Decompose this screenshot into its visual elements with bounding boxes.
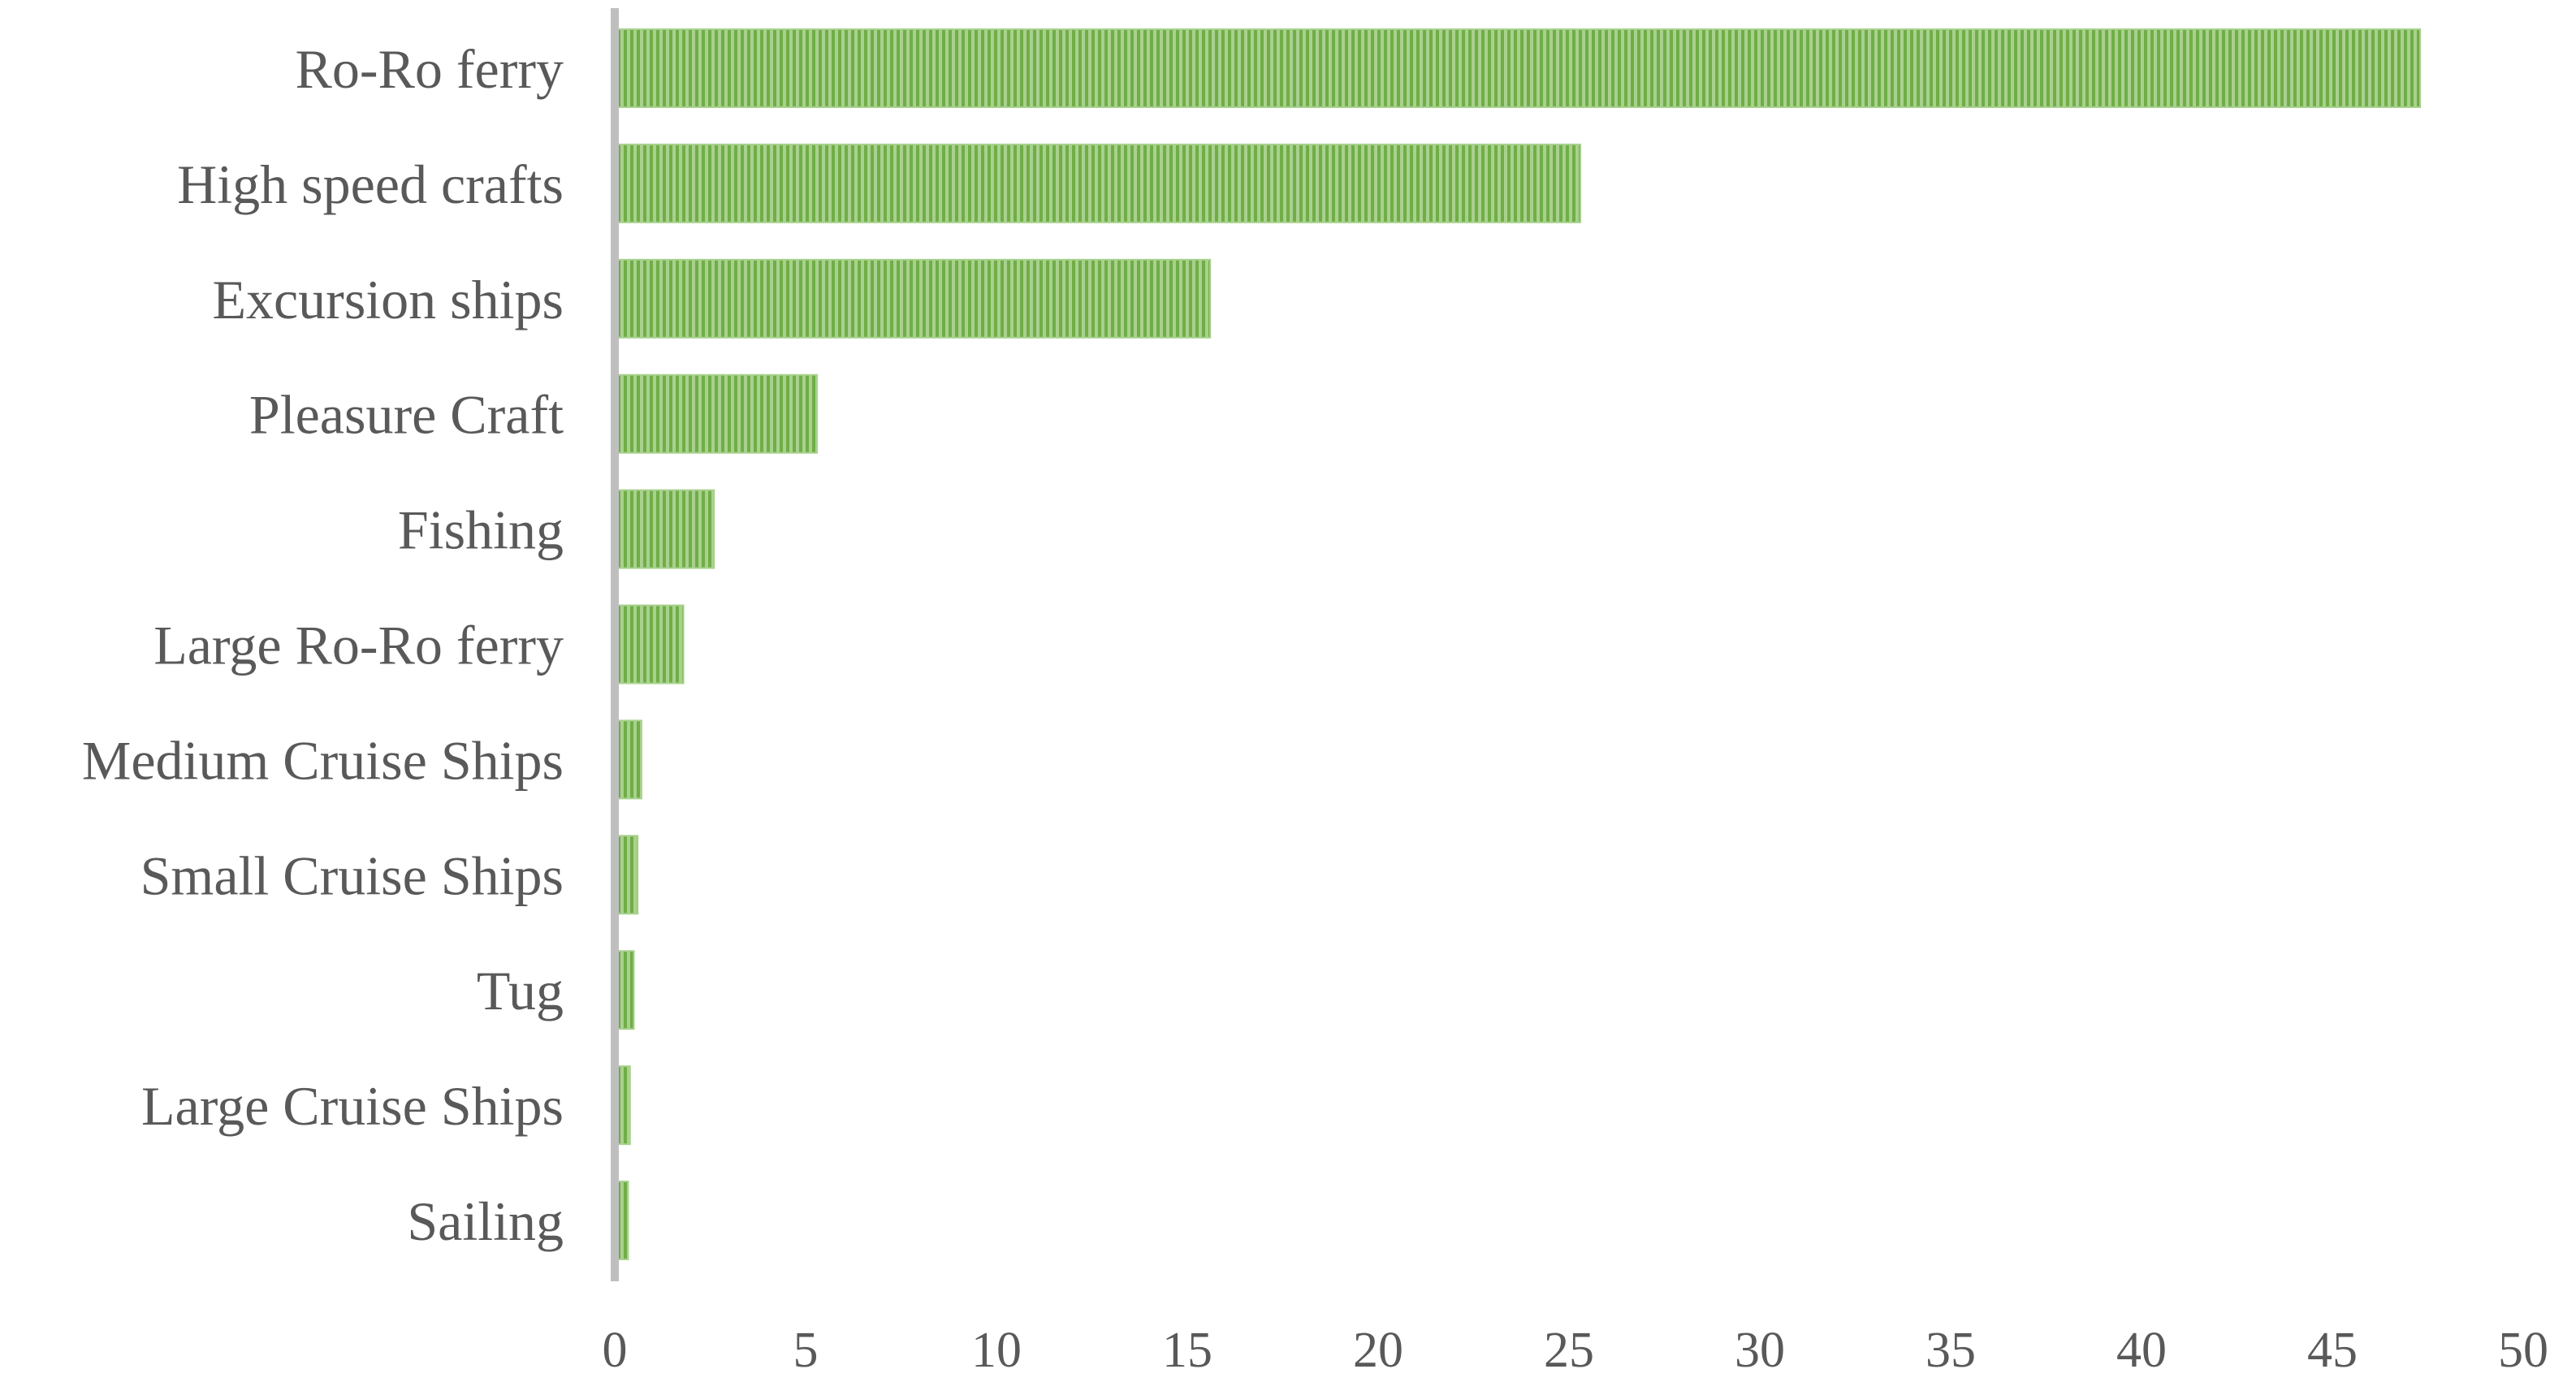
bar-ro-ro-ferry [614,28,2422,108]
category-label: Pleasure Craft [249,384,564,446]
x-tick-label: 5 [793,1323,819,1378]
category-label: High speed crafts [177,153,564,215]
x-tick-label: 25 [1544,1323,1594,1378]
category-label: Large Cruise Ships [141,1075,564,1137]
category-label: Fishing [398,499,564,561]
category-label: Tug [477,960,564,1021]
x-tick-label: 20 [1353,1323,1403,1378]
bar-pleasure-craft [614,374,819,454]
x-tick-label: 15 [1162,1323,1212,1378]
x-tick-label: 10 [971,1323,1022,1378]
x-tick-label: 50 [2498,1323,2548,1378]
bar-fishing [614,489,715,569]
category-label: Small Cruise Ships [140,844,564,906]
bar-high-speed-crafts [614,143,1582,223]
category-label: Ro-Ro ferry [296,38,564,100]
bar-large-ro-ro-ferry [614,604,685,685]
x-tick-label: 40 [2116,1323,2167,1378]
category-labels-group: Ro-Ro ferry High speed crafts Excursion sh… [82,38,564,1252]
category-label: Excursion ships [212,269,564,330]
x-tick-labels-group: 0 5 10 15 20 25 30 35 40 45 50 [603,1323,2549,1378]
category-label: Medium Cruise Ships [82,729,564,791]
category-label: Sailing [407,1190,564,1252]
x-tick-label: 30 [1735,1323,1785,1378]
bars-group [614,28,2422,1260]
x-tick-label: 45 [2307,1323,2358,1378]
x-tick-label: 35 [1926,1323,1976,1378]
category-label: Large Ro-Ro ferry [153,615,564,676]
bar-excursion-ships [614,258,1212,339]
x-tick-label: 0 [603,1323,628,1378]
